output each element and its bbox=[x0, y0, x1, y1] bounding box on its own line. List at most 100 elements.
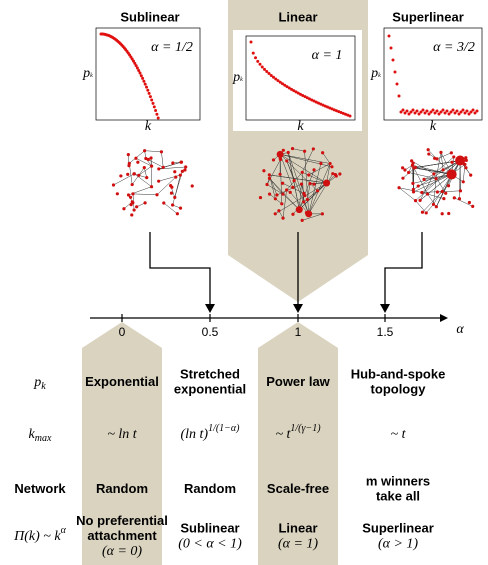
arrowheads bbox=[205, 304, 448, 322]
plot-point bbox=[312, 99, 316, 103]
network-node bbox=[145, 176, 149, 180]
network-edge bbox=[418, 174, 452, 187]
network-node bbox=[265, 182, 269, 187]
text-part: k bbox=[29, 427, 36, 442]
network-node bbox=[258, 195, 263, 200]
text-part: α = 1/2 bbox=[151, 40, 193, 55]
plot-point bbox=[290, 87, 293, 91]
text-part: p bbox=[232, 70, 240, 85]
network-edge bbox=[413, 167, 428, 195]
cell-text: Exponential bbox=[85, 374, 159, 389]
network-edge bbox=[302, 172, 304, 202]
text-part: Random bbox=[184, 481, 236, 496]
text-part: ~ t bbox=[275, 427, 291, 442]
text-part: Exponential bbox=[85, 374, 159, 389]
network-node bbox=[452, 196, 456, 200]
network-node bbox=[441, 168, 445, 172]
alpha-label: α = 3/2 bbox=[433, 40, 475, 55]
text-part: k bbox=[378, 73, 381, 79]
plot-point bbox=[449, 110, 453, 114]
plot-point bbox=[276, 79, 280, 83]
network-node bbox=[180, 169, 184, 173]
network-node bbox=[286, 150, 290, 155]
network-node bbox=[315, 189, 320, 193]
cell-text: Superlinear bbox=[362, 521, 434, 536]
network-node bbox=[169, 191, 174, 195]
network-node bbox=[440, 189, 444, 194]
network-edge bbox=[280, 154, 327, 184]
network-node bbox=[401, 176, 405, 180]
network-node bbox=[142, 166, 146, 170]
network-node bbox=[446, 184, 451, 188]
axis-tick-label: 1 bbox=[295, 325, 302, 339]
text-part: 0 bbox=[119, 325, 126, 339]
network-node bbox=[440, 212, 444, 216]
network-node bbox=[179, 160, 184, 164]
exponential-highlight bbox=[82, 322, 162, 565]
plot-frame bbox=[245, 35, 356, 121]
text-part: Network bbox=[14, 481, 66, 496]
plot-point bbox=[411, 108, 415, 112]
linear-plot-box bbox=[233, 30, 362, 131]
network-node bbox=[471, 204, 475, 208]
plot-point bbox=[395, 82, 399, 86]
text-part: k bbox=[41, 381, 46, 392]
network-node bbox=[321, 151, 325, 155]
network-edge bbox=[415, 200, 427, 214]
plot-point bbox=[447, 112, 451, 116]
network-edge bbox=[290, 192, 309, 214]
plot-point bbox=[427, 112, 431, 116]
network-node bbox=[425, 192, 430, 196]
network-edge bbox=[433, 160, 461, 205]
network-node bbox=[178, 206, 183, 210]
network-edge bbox=[440, 152, 444, 170]
plot-point bbox=[281, 82, 284, 86]
network-node bbox=[457, 197, 462, 201]
plot-point bbox=[431, 108, 435, 112]
plot-point bbox=[147, 91, 151, 95]
text-part: attachment bbox=[87, 528, 157, 543]
column-title: Linear bbox=[278, 9, 317, 24]
network-edge bbox=[113, 173, 135, 186]
axis-tick-label: 0 bbox=[119, 325, 126, 339]
network-edge bbox=[266, 184, 284, 195]
network-node bbox=[312, 182, 316, 186]
network-edge bbox=[302, 172, 327, 184]
text-part: No preferential bbox=[76, 513, 168, 528]
network-edge bbox=[436, 160, 461, 207]
cell-text: (α > 1) bbox=[378, 537, 418, 552]
network-node bbox=[149, 185, 154, 189]
text-part: (ln t) bbox=[180, 427, 208, 442]
plot-point bbox=[155, 112, 159, 116]
plot-point bbox=[267, 72, 271, 76]
plot-x-label: k bbox=[430, 119, 437, 134]
network-node bbox=[291, 212, 295, 216]
cell-text: (0 < α < 1) bbox=[178, 537, 242, 552]
network-node bbox=[333, 173, 338, 177]
network-node bbox=[131, 192, 135, 196]
plot-point bbox=[451, 108, 455, 112]
network-edge bbox=[275, 182, 327, 215]
plot-point bbox=[387, 34, 391, 38]
network-node bbox=[416, 184, 420, 188]
text-part: (α = 1) bbox=[278, 537, 318, 552]
plot-point bbox=[433, 111, 437, 115]
network-node bbox=[285, 188, 289, 192]
text-part: (α = 0) bbox=[102, 544, 142, 559]
network-node bbox=[458, 189, 463, 193]
network-node bbox=[115, 192, 119, 196]
network-node bbox=[278, 172, 282, 176]
text-part: k bbox=[297, 119, 304, 134]
network-node bbox=[463, 162, 467, 166]
plot-point bbox=[319, 102, 323, 106]
text-part: k bbox=[240, 77, 243, 83]
network-node bbox=[300, 218, 304, 222]
network-node bbox=[184, 165, 188, 169]
plot-point bbox=[459, 110, 463, 114]
plot-point bbox=[439, 110, 443, 114]
network-node bbox=[307, 173, 311, 177]
network-node bbox=[305, 197, 310, 202]
network-edge bbox=[435, 152, 442, 179]
network-node bbox=[411, 190, 416, 194]
network-node bbox=[159, 150, 164, 154]
